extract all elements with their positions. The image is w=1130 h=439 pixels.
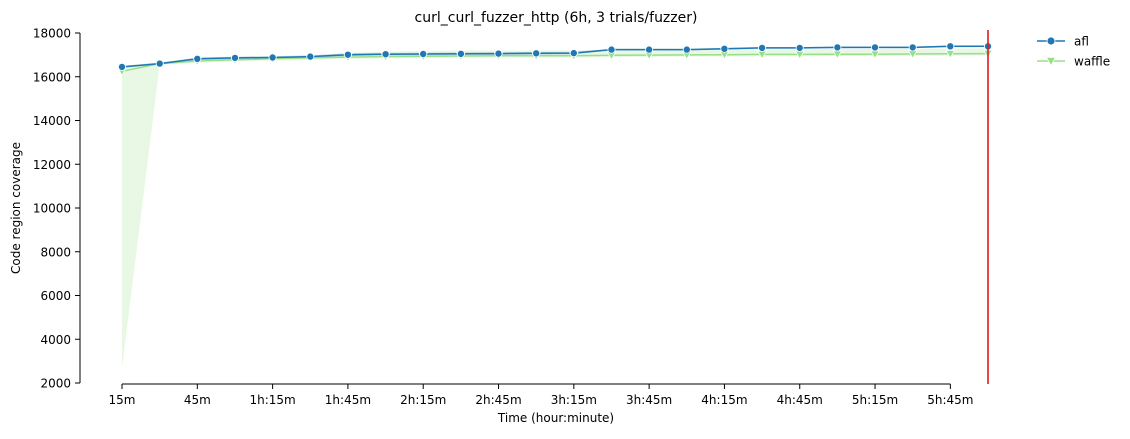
axes: 2000 4000 6000 8000 10000 12000 14000 16000 1800… — [33, 27, 974, 408]
point-afl — [494, 49, 503, 58]
x-tick-label: 15m — [109, 393, 136, 407]
legend-label-waffle: waffle — [1074, 55, 1110, 69]
point-afl — [871, 43, 880, 52]
x-tick-label: 5h:45m — [927, 393, 973, 407]
x-tick-label: 2h:15m — [400, 393, 446, 407]
series-line-afl — [121, 45, 988, 68]
point-afl — [532, 49, 541, 58]
y-axis-label: Code region coverage — [9, 142, 23, 274]
point-afl — [268, 53, 277, 62]
point-afl — [230, 53, 239, 62]
series-line-waffle — [121, 52, 989, 73]
point-afl — [118, 62, 127, 71]
x-tick-label: 5h:15m — [852, 393, 898, 407]
series-markers — [117, 42, 993, 77]
confidence-bands — [122, 45, 988, 368]
point-waffle — [945, 50, 956, 59]
x-tick-label: 2h:45m — [475, 393, 521, 407]
legend-marker-waffle — [1045, 56, 1057, 67]
x-tick-label: 3h:45m — [626, 393, 672, 407]
y-tick-label: 14000 — [33, 114, 71, 128]
point-afl — [946, 42, 955, 51]
series-lines — [121, 45, 989, 73]
point-afl — [456, 49, 465, 58]
point-afl — [381, 50, 390, 59]
y-tick-label: 6000 — [40, 289, 71, 303]
x-tick-label: 4h:45m — [777, 393, 823, 407]
x-axis-label: Time (hour:minute) — [497, 411, 614, 425]
legend-label-afl: afl — [1074, 35, 1089, 49]
legend: afl waffle — [1037, 35, 1110, 69]
point-afl — [908, 43, 917, 52]
y-tick-label: 16000 — [33, 70, 71, 84]
chart-title: curl_curl_fuzzer_http (6h, 3 trials/fuzz… — [415, 10, 698, 26]
point-afl — [833, 43, 842, 52]
y-tick-label: 10000 — [33, 202, 71, 216]
legend-marker-afl — [1046, 36, 1056, 46]
point-afl — [419, 50, 428, 59]
x-tick-label: 1h:15m — [249, 393, 295, 407]
x-tick-label: 4h:15m — [701, 393, 747, 407]
point-afl — [343, 50, 352, 59]
point-afl — [645, 45, 654, 54]
y-tick-label: 4000 — [40, 333, 71, 347]
point-afl — [682, 45, 691, 54]
band-waffle — [122, 48, 988, 368]
y-tick-label: 2000 — [40, 377, 71, 391]
point-afl — [758, 43, 767, 52]
point-afl — [193, 54, 202, 63]
y-tick-label: 8000 — [40, 245, 71, 259]
point-afl — [720, 44, 729, 53]
x-tick-label: 45m — [184, 393, 211, 407]
x-tick-label: 3h:15m — [551, 393, 597, 407]
point-afl — [569, 49, 578, 58]
y-tick-label: 18000 — [33, 27, 71, 41]
point-afl — [306, 52, 315, 61]
x-tick-label: 1h:45m — [325, 393, 371, 407]
point-afl — [795, 43, 804, 52]
y-tick-label: 12000 — [33, 158, 71, 172]
point-afl — [607, 45, 616, 54]
point-afl — [155, 59, 164, 68]
